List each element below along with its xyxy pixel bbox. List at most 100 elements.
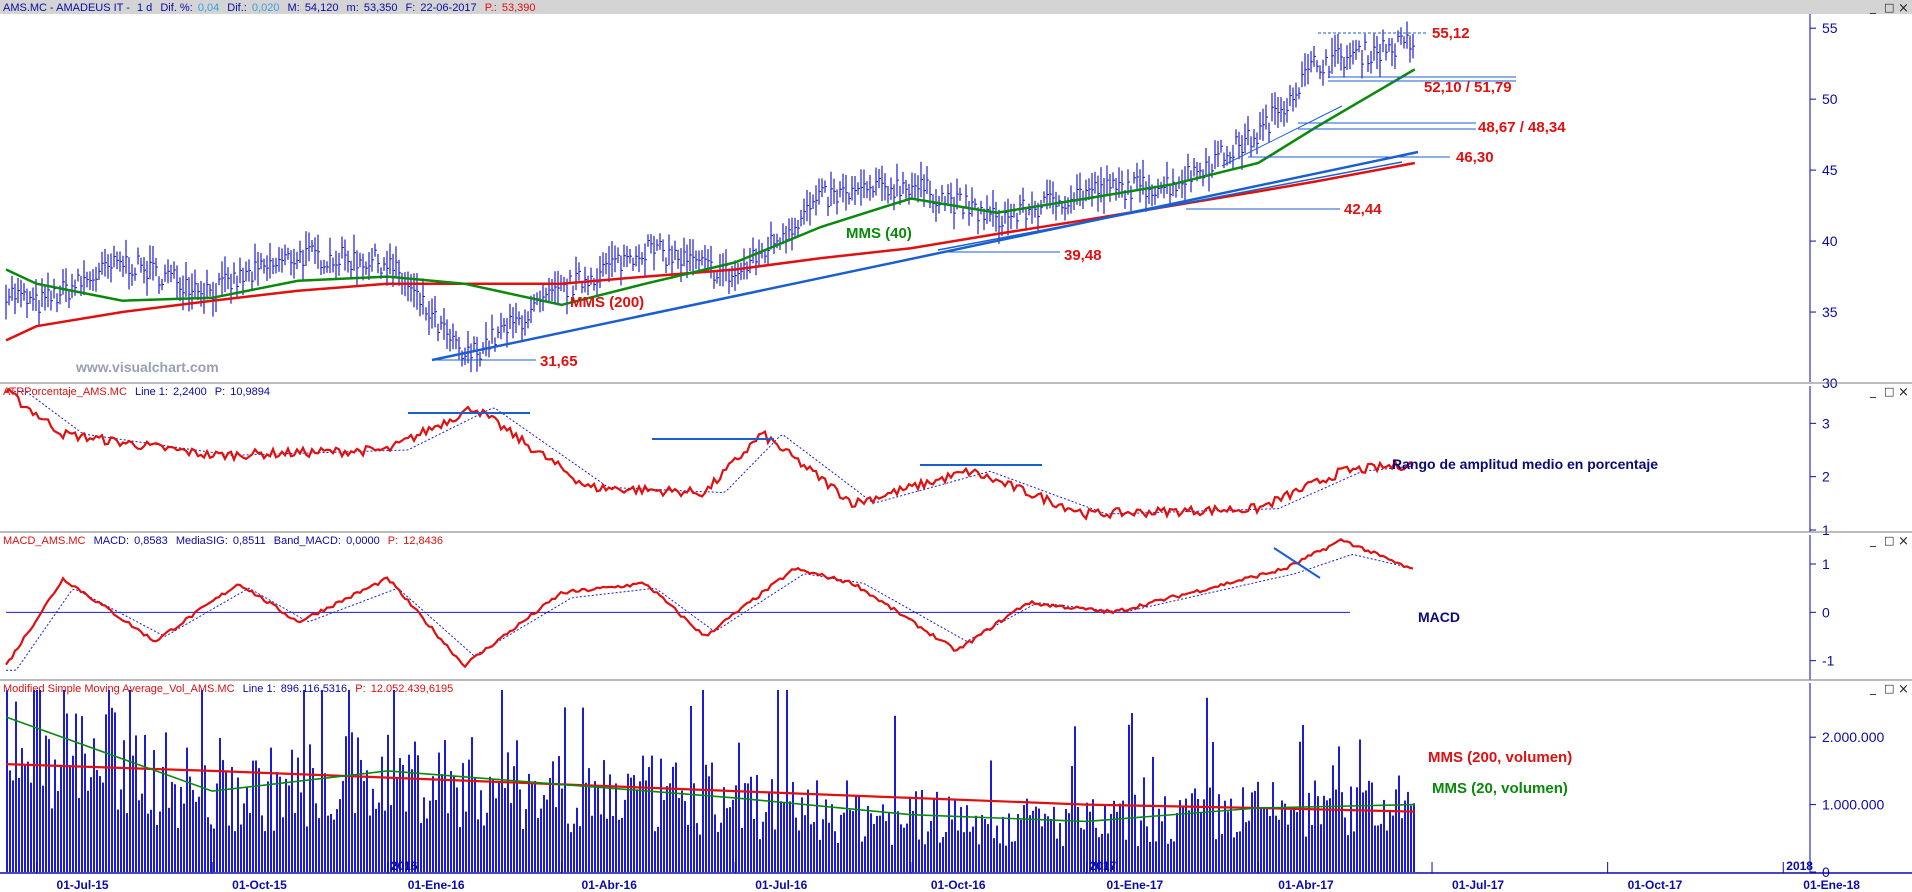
volume-bar — [1389, 809, 1391, 872]
volume-mms20-label: MMS (20, volumen) — [1432, 780, 1568, 797]
volume-bar — [1275, 815, 1277, 872]
volume-window-controls[interactable]: _ □ × — [1869, 681, 1909, 697]
minimize-icon[interactable]: _ — [1869, 0, 1877, 14]
volume-bar — [606, 818, 608, 872]
minimize-icon[interactable]: _ — [1869, 533, 1877, 547]
volume-bar — [1044, 813, 1046, 872]
volume-bar — [321, 690, 323, 872]
volume-bar — [792, 781, 794, 872]
volume-bar — [147, 813, 149, 872]
x-ticks: 01-Jul-15 01-Oct-15 01-Ene-16 01-Abr-16 01-J… — [36, 859, 1860, 892]
dif-pct-value: 0,04 — [198, 2, 219, 14]
volume-bar — [207, 817, 209, 872]
close-icon[interactable]: × — [1898, 682, 1909, 697]
volume-bar — [441, 774, 443, 872]
volume-bar — [663, 800, 665, 872]
volume-bar — [1383, 799, 1385, 872]
volume-bar — [1344, 817, 1346, 872]
macd-line — [5, 537, 1414, 669]
volume-bar — [129, 690, 131, 872]
volume-bar — [78, 798, 80, 872]
minimize-icon[interactable]: _ — [1869, 681, 1877, 695]
volume-bar — [858, 796, 860, 872]
volume-y-ticks: 2.000.000 1.000.000 0 — [1810, 729, 1884, 880]
restore-icon[interactable]: □ — [1884, 534, 1894, 547]
volume-bar — [324, 773, 326, 872]
close-icon[interactable]: × — [1898, 1, 1909, 16]
volume-bar — [654, 831, 656, 872]
volume-bar — [318, 818, 320, 872]
volume-bar — [156, 824, 158, 872]
volume-bar — [771, 779, 773, 872]
volume-bar — [888, 812, 890, 872]
volume-bar — [1320, 824, 1322, 872]
volume-bar — [576, 807, 578, 872]
volume-bar — [348, 690, 350, 872]
volume-bar — [843, 812, 845, 872]
price-panel: AMS.MC - AMADEUS IT - 1 d Dif. %: 0,04 D… — [0, 0, 1912, 391]
volume-bar — [504, 787, 506, 872]
volume-bar — [1218, 794, 1220, 872]
volume-bar — [645, 780, 647, 872]
volume-bar — [1413, 803, 1415, 872]
volume-bar — [351, 732, 353, 872]
volume-bar — [621, 817, 623, 872]
volume-bar — [1167, 843, 1169, 872]
volume-bar — [174, 784, 176, 872]
volume-bar — [912, 811, 914, 872]
volume-bar — [750, 776, 752, 872]
volume-bar — [702, 690, 704, 872]
volume-bar — [870, 813, 872, 872]
volume-bar — [885, 821, 887, 872]
volume-bar — [36, 690, 38, 872]
volume-bar — [186, 747, 188, 872]
volume-bar — [942, 837, 944, 872]
restore-icon[interactable]: □ — [1884, 385, 1894, 398]
volume-bar — [669, 783, 671, 872]
volume-bar — [762, 821, 764, 872]
volume-bar — [915, 791, 917, 872]
volume-bar — [660, 758, 662, 872]
minimize-icon[interactable]: _ — [1869, 384, 1877, 398]
volume-bar — [1017, 814, 1019, 872]
volume-bar — [567, 823, 569, 872]
volume-mms200-line — [5, 763, 1415, 813]
volume-bar — [1056, 838, 1058, 872]
volume-bar — [921, 789, 923, 872]
atr-window-controls[interactable]: _ □ × — [1869, 384, 1909, 400]
volume-bar — [930, 820, 932, 872]
volume-bar — [42, 785, 44, 872]
volume-bar — [495, 798, 497, 872]
volume-bar — [468, 759, 470, 872]
volume-bar — [981, 814, 983, 872]
close-icon[interactable]: × — [1898, 385, 1909, 400]
atr-p-value: 10,9894 — [230, 386, 270, 398]
volume-bar — [423, 797, 425, 872]
volume-bar — [513, 766, 515, 872]
price-window-controls[interactable]: _ □ × — [1869, 0, 1909, 16]
volume-bar — [150, 809, 152, 872]
volume-bar — [306, 826, 308, 872]
atr-y-ticks: 3 2 1 — [1810, 415, 1830, 538]
volume-bar — [966, 805, 968, 872]
restore-icon[interactable]: □ — [1884, 1, 1894, 14]
volume-bar — [198, 796, 200, 872]
volume-bar — [390, 805, 392, 872]
restore-icon[interactable]: □ — [1884, 682, 1894, 695]
volume-bar — [102, 782, 104, 872]
volume-bar — [894, 715, 896, 872]
volume-bar — [132, 755, 134, 872]
volume-bar — [1347, 835, 1349, 872]
close-icon[interactable]: × — [1898, 534, 1909, 549]
volume-bar — [948, 796, 950, 872]
volume-bar — [582, 707, 584, 872]
volume-bar — [180, 786, 182, 872]
volume-bar — [1209, 787, 1211, 872]
volume-bar — [510, 803, 512, 872]
volume-bar — [1308, 792, 1310, 872]
volume-bar — [1152, 756, 1154, 872]
macd-window-controls[interactable]: _ □ × — [1869, 533, 1909, 549]
volume-bar — [1134, 794, 1136, 872]
volume-bar — [1401, 818, 1403, 872]
volume-bar — [1143, 777, 1145, 872]
